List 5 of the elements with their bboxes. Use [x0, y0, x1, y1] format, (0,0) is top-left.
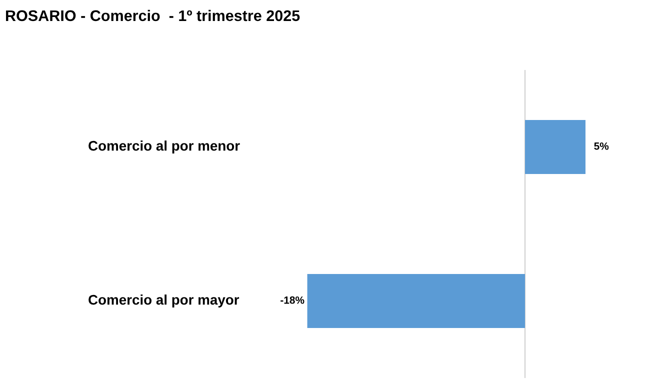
y-tick-label: Comercio al por menor: [88, 140, 240, 154]
data-label: 5%: [594, 142, 609, 150]
data-label: -18%: [280, 296, 304, 304]
y-tick-label: Comercio al por mayor: [88, 294, 240, 308]
text: ROSARIO - Comercio - 1º trimestre 2025: [6, 10, 300, 22]
